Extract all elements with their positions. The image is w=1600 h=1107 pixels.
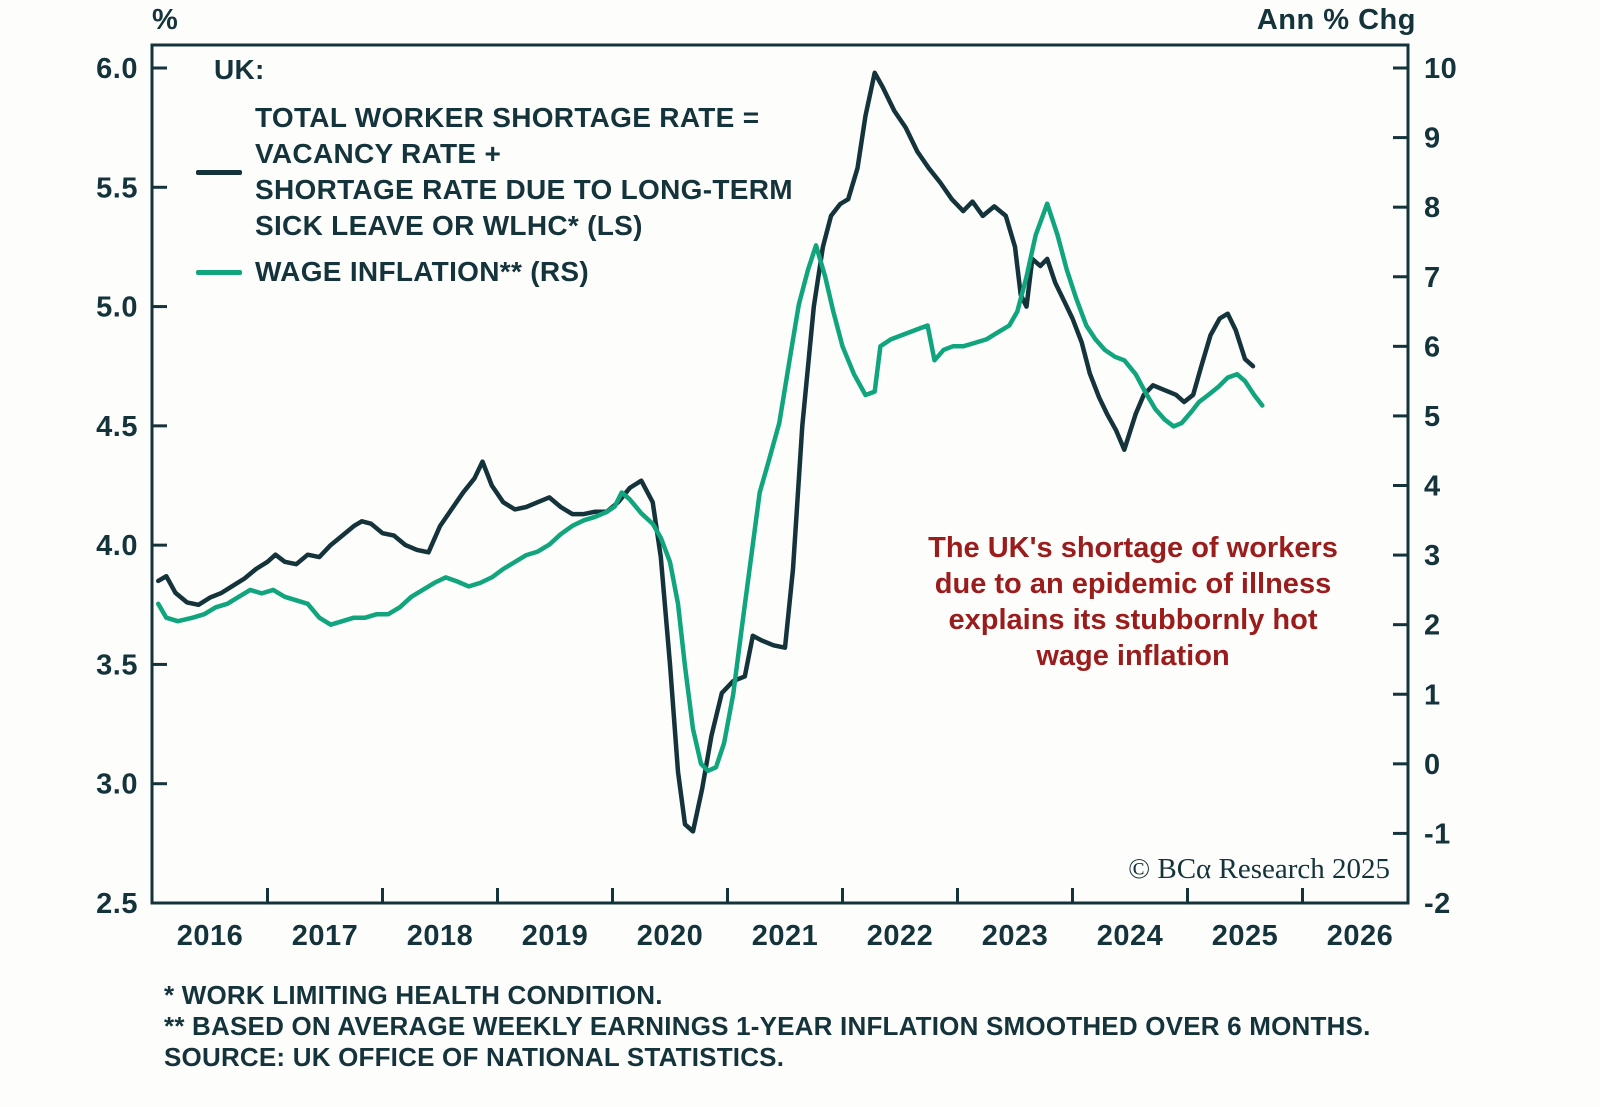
left-axis-tick-label: 3.0: [96, 769, 138, 801]
footnote: ** BASED ON AVERAGE WEEKLY EARNINGS 1-YE…: [164, 1011, 1371, 1041]
legend-item-shortage-rate: TOTAL WORKER SHORTAGE RATE = VACANCY RAT…: [196, 100, 793, 244]
right-axis-tick-label: 10: [1424, 53, 1457, 85]
x-axis-year-label: 2017: [292, 920, 359, 952]
right-axis-tick-label: -1: [1424, 818, 1451, 850]
legend-label-line: VACANCY RATE +: [255, 138, 502, 169]
right-axis-tick-label: 4: [1424, 471, 1441, 503]
x-axis-year-label: 2025: [1212, 920, 1279, 952]
footnotes: * WORK LIMITING HEALTH CONDITION. ** BAS…: [164, 980, 1371, 1073]
legend-label-line: WAGE INFLATION** (RS): [255, 256, 589, 287]
left-axis-tick-label: 5.0: [96, 292, 138, 324]
series-swatch-wage-inflation: [196, 269, 242, 275]
annotation-line: The UK's shortage of workers: [928, 532, 1338, 564]
annotation-line: due to an epidemic of illness: [934, 568, 1332, 600]
left-axis-unit-label: %: [152, 4, 179, 36]
right-axis-tick-label: 9: [1424, 123, 1441, 155]
legend-item-wage-inflation: WAGE INFLATION** (RS): [196, 254, 793, 290]
left-axis-tick-label: 3.5: [96, 649, 138, 681]
right-axis-tick-label: 8: [1424, 192, 1441, 224]
right-axis-tick-label: 6: [1424, 331, 1441, 363]
legend-label-wage-inflation: WAGE INFLATION** (RS): [255, 254, 589, 290]
annotation-line: explains its stubbornly hot: [948, 604, 1318, 636]
series-swatch-shortage-rate: [196, 169, 242, 175]
legend-label-shortage-rate: TOTAL WORKER SHORTAGE RATE = VACANCY RAT…: [255, 100, 793, 244]
right-axis-tick-label: 7: [1424, 262, 1441, 294]
right-axis-tick-label: 5: [1424, 401, 1441, 433]
x-axis-year-label: 2022: [867, 920, 934, 952]
x-axis-year-label: 2026: [1327, 920, 1394, 952]
x-axis-year-label: 2020: [637, 920, 704, 952]
legend-label-line: SICK LEAVE OR WLHC* (LS): [255, 210, 643, 241]
left-axis-tick-label: 5.5: [96, 172, 138, 204]
series-line-total-worker-shortage-rate: [155, 70, 1256, 834]
left-axis-tick-label: 6.0: [96, 53, 138, 85]
copyright-notice: © BCα Research 2025: [1128, 853, 1390, 885]
x-axis-year-label: 2024: [1097, 920, 1164, 952]
x-axis-year-label: 2019: [522, 920, 589, 952]
x-axis-year-label: 2018: [407, 920, 474, 952]
right-axis-unit-label: Ann % Chg: [1256, 4, 1416, 36]
right-axis-tick-label: 3: [1424, 540, 1441, 572]
left-axis-tick-label: 2.5: [96, 888, 138, 920]
annotation-callout: The UK's shortage of workers due to an e…: [898, 530, 1368, 674]
legend-label-line: TOTAL WORKER SHORTAGE RATE =: [255, 102, 760, 133]
right-axis-tick-label: 2: [1424, 610, 1441, 642]
legend-heading: UK:: [214, 54, 265, 85]
right-axis-tick-label: 1: [1424, 679, 1441, 711]
left-axis-tick-label: 4.5: [96, 411, 138, 443]
x-axis-year-label: 2021: [752, 920, 819, 952]
x-axis-year-label: 2016: [177, 920, 244, 952]
footnote: * WORK LIMITING HEALTH CONDITION.: [164, 980, 663, 1010]
legend-label-line: SHORTAGE RATE DUE TO LONG-TERM: [255, 174, 793, 205]
annotation-line: wage inflation: [1036, 640, 1230, 672]
plot-frame: [150, 43, 1410, 905]
footnote: SOURCE: UK OFFICE OF NATIONAL STATISTICS…: [164, 1042, 785, 1072]
series-line-wage-inflation: [155, 201, 1265, 774]
legend: UK: TOTAL WORKER SHORTAGE RATE = VACANCY…: [196, 52, 793, 290]
x-axis-year-label: 2023: [982, 920, 1049, 952]
left-axis-tick-label: 4.0: [96, 530, 138, 562]
right-axis-tick-label: -2: [1424, 888, 1451, 920]
right-axis-tick-label: 0: [1424, 749, 1441, 781]
